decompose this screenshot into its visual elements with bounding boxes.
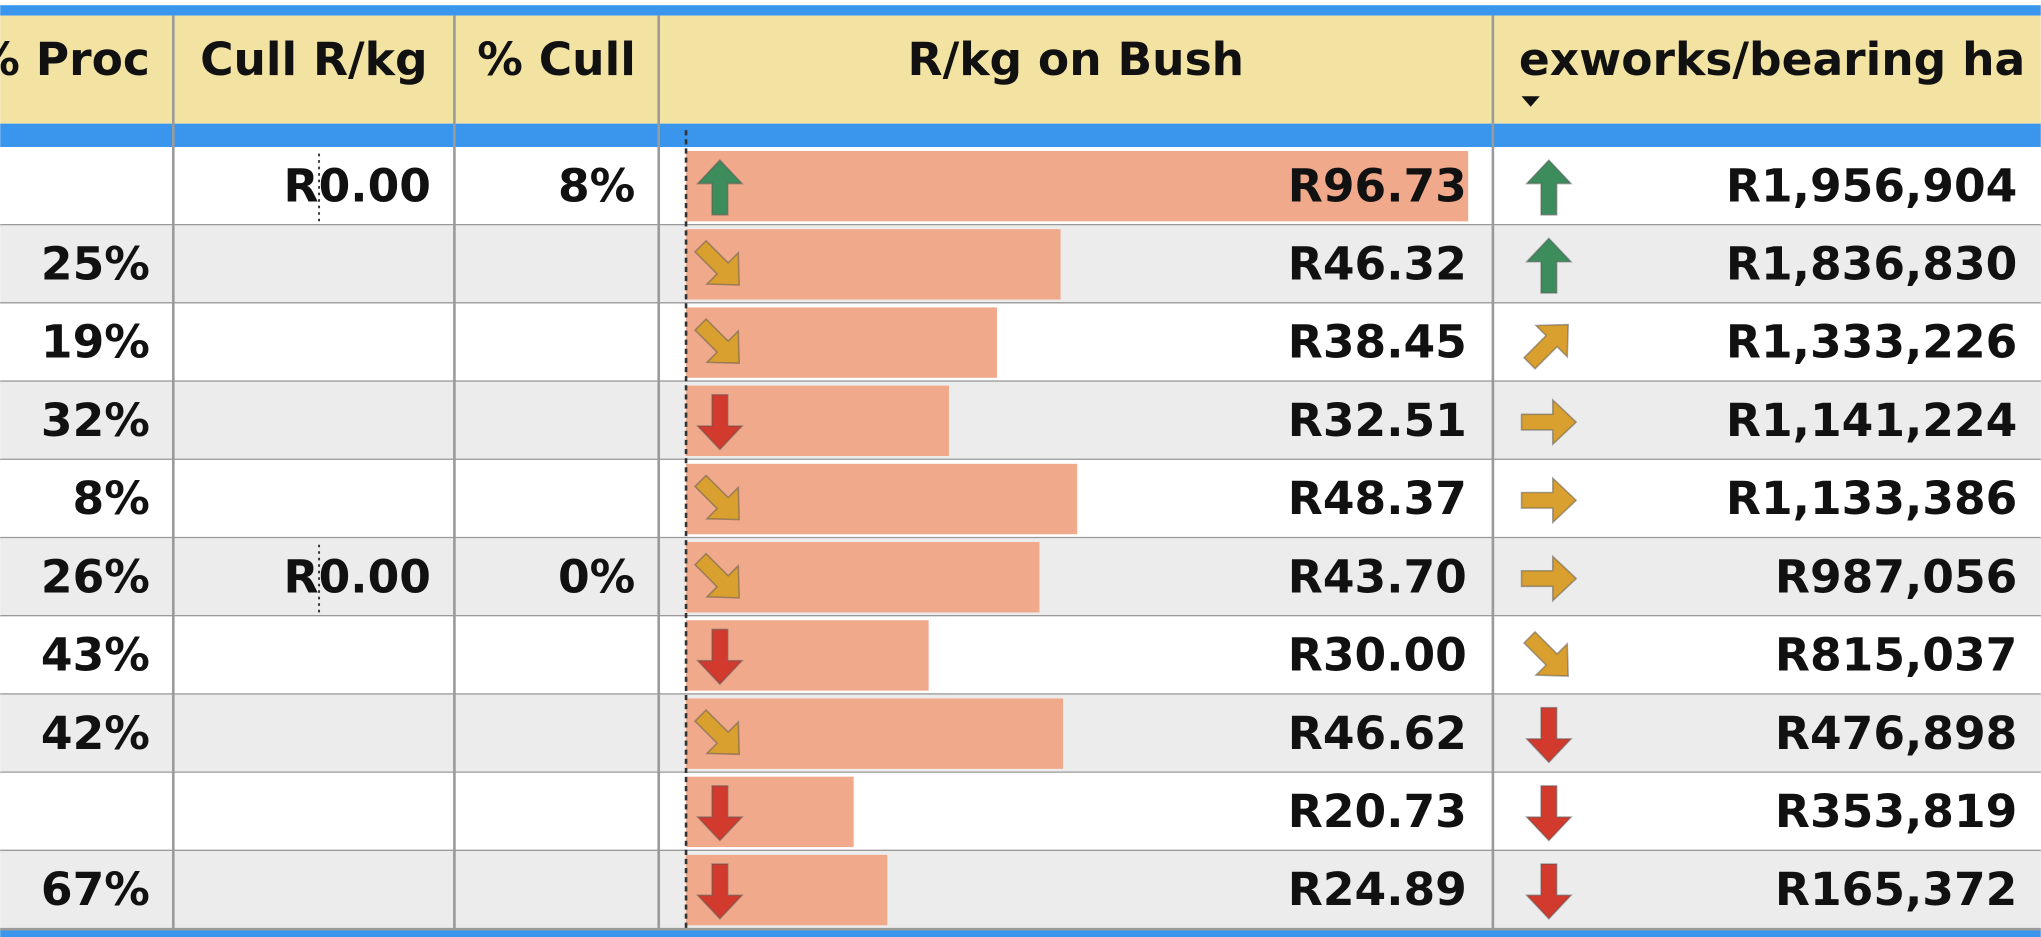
column-header: Cull R/kg bbox=[200, 33, 427, 86]
cell-value: R1,836,830 bbox=[1726, 237, 2017, 290]
header-divider bbox=[0, 123, 2041, 148]
bottom-border bbox=[0, 929, 2041, 937]
row-background bbox=[0, 772, 2041, 851]
trend-icon bbox=[1520, 398, 1578, 447]
trend-icon bbox=[1520, 476, 1578, 525]
column-header: exworks/bearing ha bbox=[1519, 33, 2025, 86]
data-bar bbox=[686, 229, 1061, 300]
trend-icon bbox=[695, 785, 744, 842]
cell-value: R476,898 bbox=[1775, 707, 2017, 760]
cell-value: 8% bbox=[558, 159, 635, 212]
column-header: R/kg on Bush bbox=[908, 33, 1245, 86]
column-header: % Proc bbox=[0, 33, 150, 86]
cell-value: 26% bbox=[41, 550, 150, 603]
cell-value: 25% bbox=[41, 237, 150, 290]
trend-icon bbox=[693, 317, 741, 365]
cell-value: R353,819 bbox=[1775, 785, 2017, 838]
trend-arrow bbox=[695, 863, 744, 920]
trend-icon bbox=[695, 158, 744, 216]
trend-arrow bbox=[1520, 398, 1578, 447]
cell-value: 8% bbox=[73, 472, 150, 525]
trend-icon bbox=[1524, 158, 1573, 216]
cell-value: 67% bbox=[41, 863, 150, 916]
top-border bbox=[0, 5, 2041, 16]
trend-arrow bbox=[695, 785, 744, 842]
sort-indicator bbox=[1521, 96, 1540, 107]
trend-icon bbox=[695, 393, 744, 451]
cell-value: R165,372 bbox=[1775, 863, 2017, 916]
trend-icon bbox=[693, 552, 741, 599]
cell-value: 32% bbox=[41, 394, 150, 447]
cell-value: R96.73 bbox=[1288, 159, 1467, 212]
trend-arrow bbox=[1522, 323, 1569, 370]
cell-value: R20.73 bbox=[1288, 785, 1467, 838]
cell-value: 43% bbox=[41, 629, 150, 682]
data-bar bbox=[686, 150, 1469, 222]
cell-value: 42% bbox=[41, 707, 150, 760]
trend-icon bbox=[1520, 554, 1578, 603]
data-bar bbox=[686, 698, 1064, 769]
trend-arrow bbox=[1524, 706, 1573, 764]
trend-icon bbox=[695, 628, 744, 686]
trend-icon bbox=[1522, 630, 1569, 677]
cell-value: R0.00 bbox=[284, 550, 431, 603]
trend-arrow bbox=[693, 474, 741, 521]
cell-value: R38.45 bbox=[1288, 316, 1467, 369]
cell-value: 0% bbox=[558, 550, 635, 603]
trend-icon bbox=[693, 474, 741, 521]
cell-value: R24.89 bbox=[1288, 863, 1467, 916]
cell-value: R0.00 bbox=[284, 159, 431, 212]
trend-arrow bbox=[695, 393, 744, 451]
data-bar bbox=[686, 542, 1040, 613]
trend-icon bbox=[693, 239, 741, 286]
cell-value: R1,956,904 bbox=[1726, 159, 2017, 212]
cell-value: R43.70 bbox=[1288, 550, 1467, 603]
cell-value: R1,133,386 bbox=[1726, 472, 2017, 525]
trend-arrow bbox=[695, 628, 744, 686]
trend-arrow bbox=[693, 552, 741, 599]
trend-arrow bbox=[1520, 476, 1578, 525]
row-background bbox=[0, 303, 2041, 382]
data-bar bbox=[686, 463, 1078, 535]
cell-value: 19% bbox=[41, 316, 150, 369]
header-background bbox=[0, 15, 2041, 124]
cell-value: R32.51 bbox=[1288, 394, 1467, 447]
row-background bbox=[0, 381, 2041, 460]
cell-value: R815,037 bbox=[1775, 629, 2017, 682]
cell-value: R48.37 bbox=[1288, 472, 1467, 525]
trend-arrow bbox=[693, 709, 741, 756]
trend-icon bbox=[695, 863, 744, 920]
trend-arrow bbox=[695, 158, 744, 216]
trend-icon bbox=[693, 709, 741, 756]
column-header: % Cull bbox=[477, 33, 636, 86]
trend-arrow bbox=[1524, 158, 1573, 216]
cell-value: R1,141,224 bbox=[1726, 394, 2017, 447]
cell-value: R30.00 bbox=[1288, 629, 1467, 682]
trend-arrow bbox=[1524, 863, 1573, 920]
cell-value: R987,056 bbox=[1775, 550, 2017, 603]
trend-icon bbox=[1522, 323, 1569, 370]
data-bar bbox=[686, 385, 949, 457]
trend-icon bbox=[1524, 237, 1573, 294]
data-bar bbox=[686, 776, 854, 848]
cell-value: R46.32 bbox=[1288, 237, 1467, 290]
cell-value: R1,333,226 bbox=[1726, 316, 2017, 369]
trend-icon bbox=[1524, 785, 1573, 842]
cell-value: R46.62 bbox=[1288, 707, 1467, 760]
row-background bbox=[0, 616, 2041, 695]
trend-icon bbox=[1524, 706, 1573, 764]
trend-arrow bbox=[1520, 554, 1578, 603]
trend-arrow bbox=[693, 317, 741, 365]
trend-icon bbox=[1524, 863, 1573, 920]
trend-arrow bbox=[1522, 630, 1569, 677]
trend-arrow bbox=[1524, 237, 1573, 294]
trend-arrow bbox=[693, 239, 741, 286]
row-background bbox=[0, 850, 2041, 930]
trend-arrow bbox=[1524, 785, 1573, 842]
